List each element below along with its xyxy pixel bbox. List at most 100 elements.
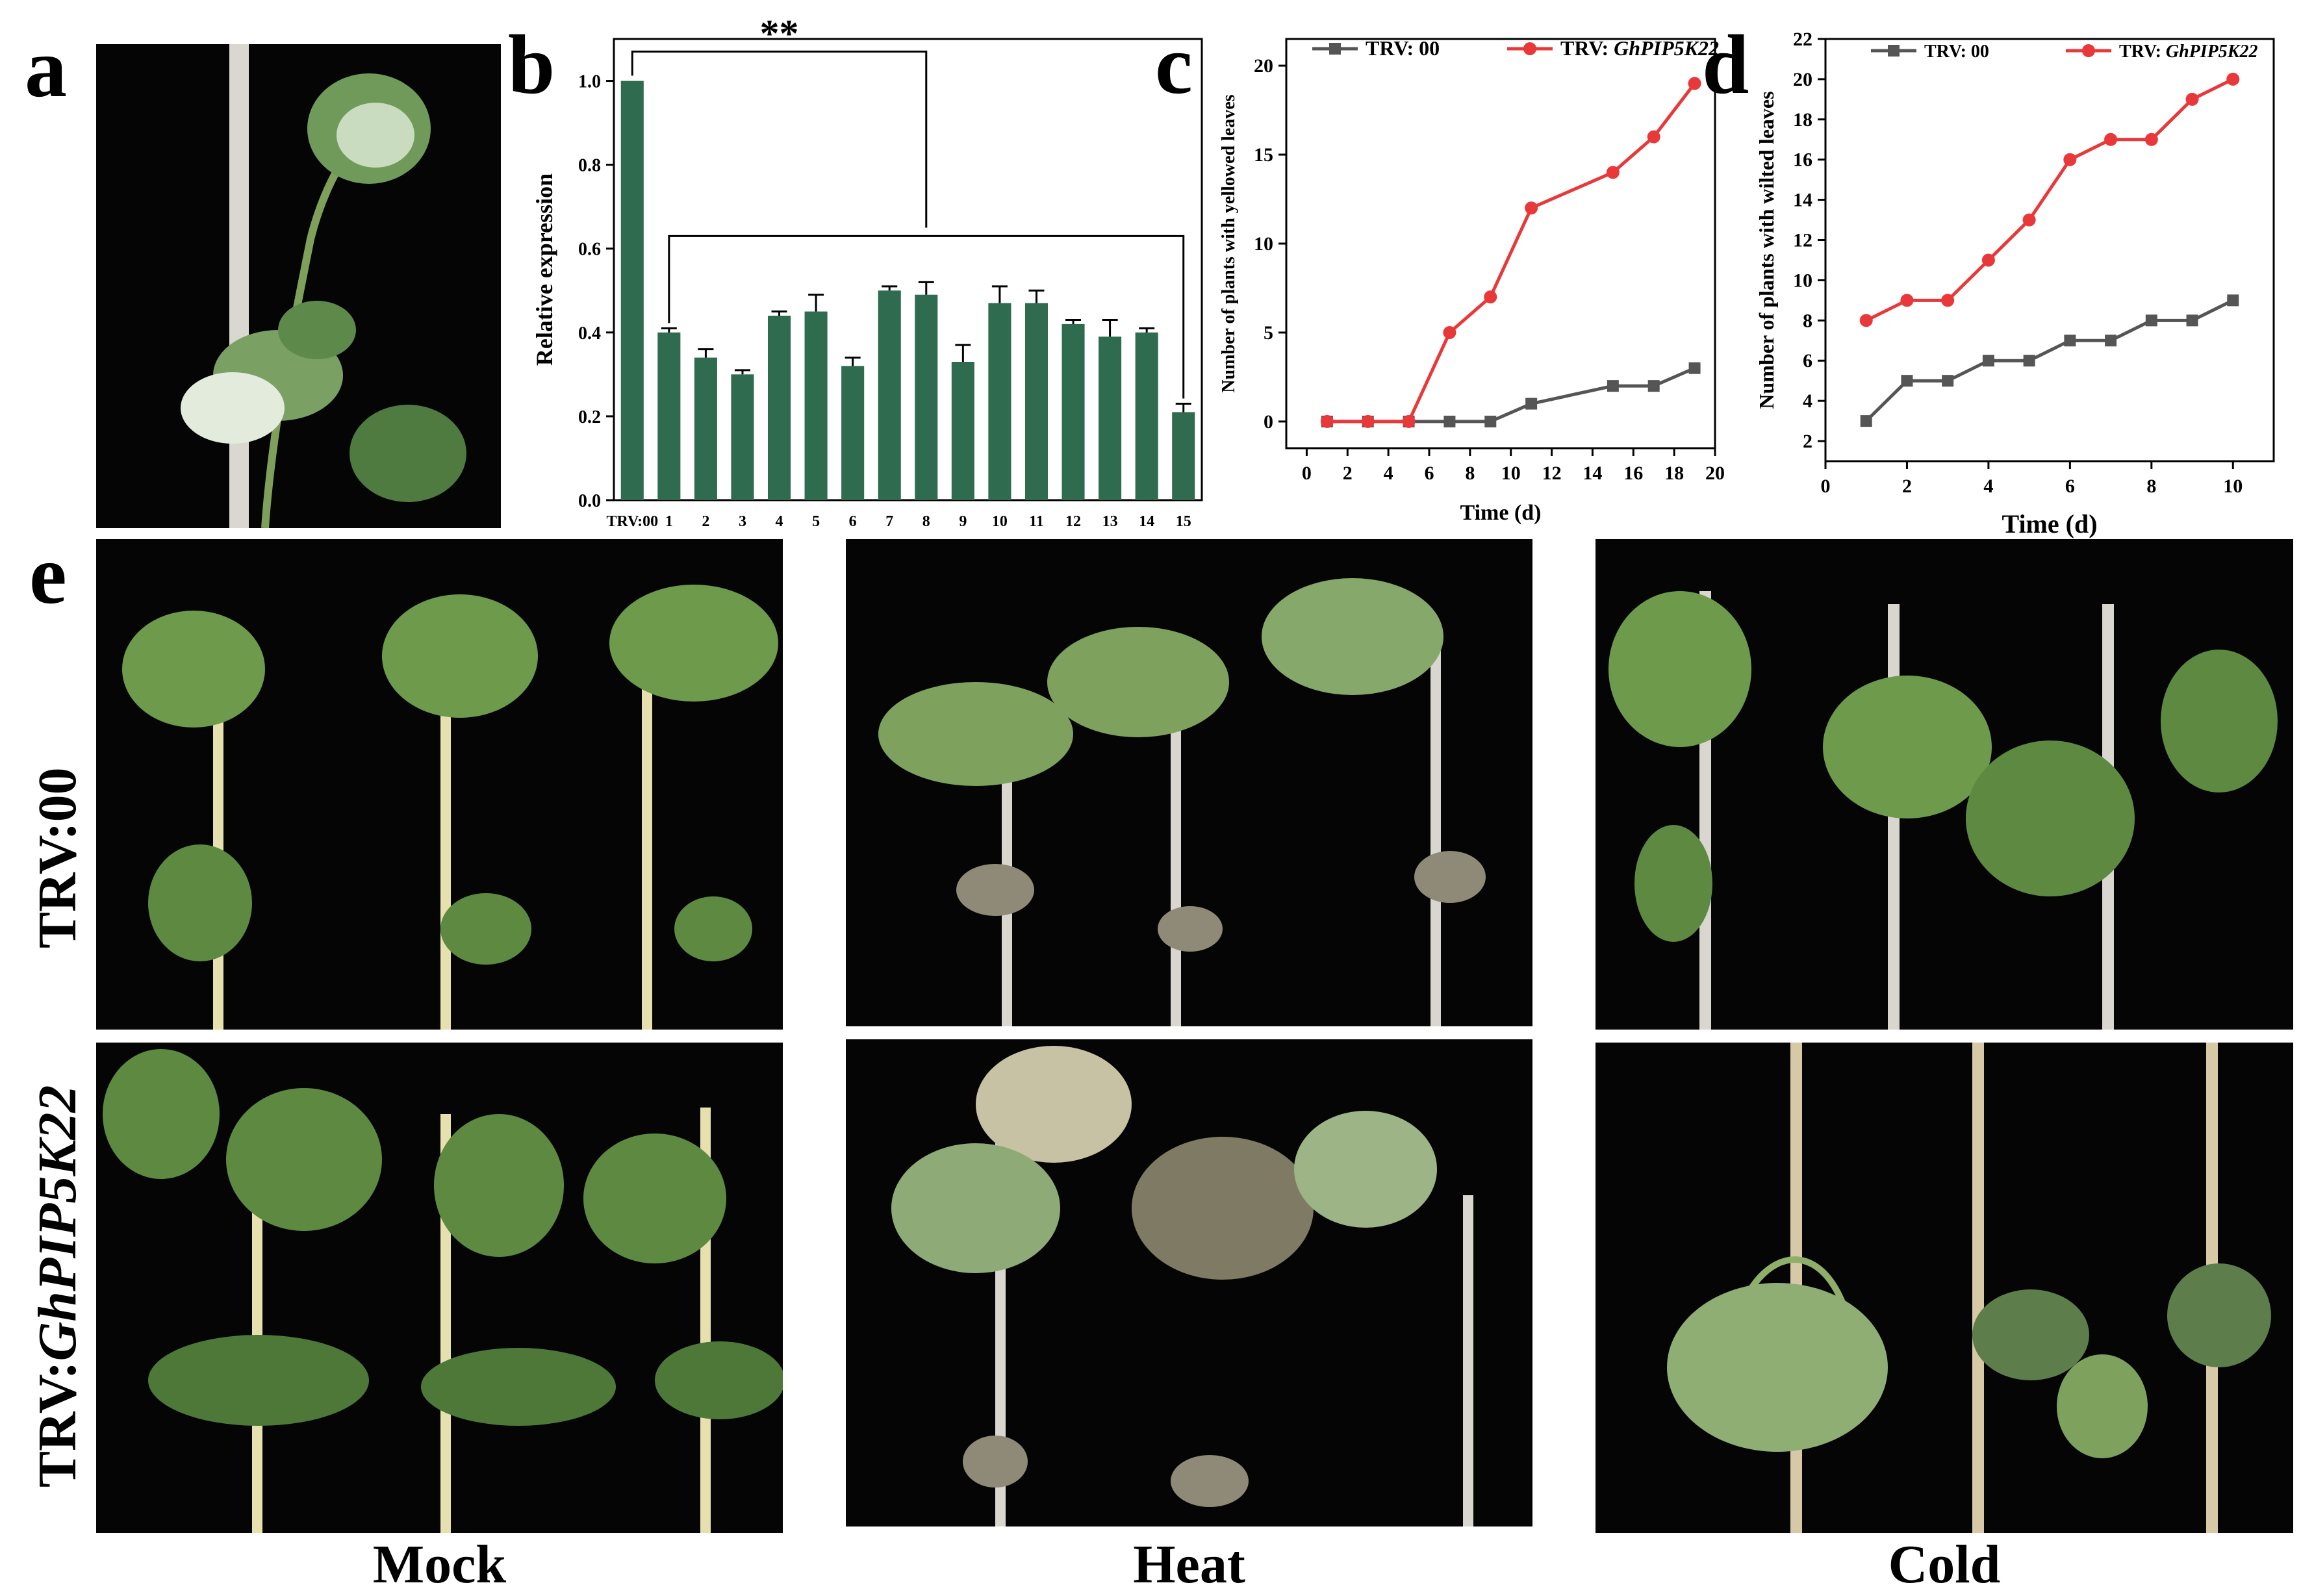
- x-tick-label: 9: [959, 513, 967, 530]
- bar: [1062, 323, 1085, 500]
- x-tick-label: 5: [812, 513, 820, 530]
- bar: [915, 294, 938, 500]
- y-tick-label: 12: [1793, 230, 1812, 251]
- bar: [841, 366, 865, 500]
- bar: [804, 311, 828, 500]
- data-point: [2022, 213, 2036, 227]
- column-label-mock: Mock: [372, 1534, 507, 1595]
- x-tick-label: 10: [992, 513, 1008, 530]
- x-tick-label: 7: [885, 513, 893, 530]
- data-point: [1402, 414, 1416, 428]
- chart-b-relative-expression: 0.0 0.2 0.4 0.6 0.8 1.0 Relative expression TRV…: [520, 12, 1221, 539]
- y-tick-label: 0.6: [578, 240, 601, 260]
- legend-label: TRV: GhPIP5K22: [1560, 36, 1719, 60]
- data-point: [1900, 294, 1914, 307]
- plant-illustration: [1595, 1043, 2293, 1533]
- column-label-cold: Cold: [1888, 1534, 2001, 1595]
- series-line: [1865, 77, 2234, 322]
- data-point: [1443, 415, 1456, 427]
- x-tick-label: 16: [1623, 462, 1643, 484]
- y-tick-label: 14: [1793, 190, 1812, 211]
- data-point: [2063, 153, 2077, 166]
- y-axis-label: Number of plants with wilted leaves: [1755, 91, 1778, 409]
- panel-label-a: a: [25, 21, 67, 115]
- x-tick-label: 2: [1343, 462, 1353, 484]
- photo-panel-a-silenced-plant: [96, 44, 501, 528]
- chart-c-yellowed-leaves: 0 2 4 6 8 10 12 14 16 18 20 0 5 10 15 20 Time (d) Number …: [1215, 19, 1728, 539]
- data-point: [2023, 355, 2035, 367]
- photo-trv00-heat: [846, 539, 1532, 1026]
- data-point: [2064, 335, 2076, 347]
- bar: [1099, 336, 1122, 500]
- y-tick-label: 0.4: [578, 323, 601, 344]
- legend-marker: [1523, 42, 1536, 55]
- panel-label-d: d: [1702, 18, 1749, 112]
- y-tick-label: 20: [1793, 69, 1812, 90]
- y-tick-label: 20: [1254, 55, 1273, 77]
- data-point: [2227, 294, 2239, 307]
- x-tick-label: 13: [1102, 513, 1118, 530]
- y-tick-label: 2: [1803, 431, 1812, 452]
- x-tick-label: 12: [1542, 462, 1562, 484]
- plant-illustration: [96, 539, 783, 1030]
- chart-d-wilted-leaves: 0 2 4 6 8 10 2 4 6 8 10 12 14 16 18 20 22 Time (d) Number …: [1754, 19, 2293, 539]
- data-point: [2144, 133, 2158, 146]
- data-point: [1860, 415, 1872, 427]
- plot-frame: [1824, 38, 2275, 462]
- significance-bracket-top: [631, 50, 928, 228]
- x-tick-label: 8: [922, 513, 930, 530]
- bar: [1135, 332, 1158, 500]
- data-point: [2226, 72, 2240, 86]
- x-tick-label: 3: [739, 513, 746, 530]
- y-tick-label: 5: [1264, 322, 1273, 344]
- line-chart-d-svg: 0 2 4 6 8 10 2 4 6 8 10 12 14 16 18 20 22 Time (d) Number …: [1755, 29, 2275, 538]
- y-tick-label: 10: [1254, 233, 1273, 255]
- y-tick-label: 22: [1793, 29, 1812, 50]
- x-tick-label: 18: [1664, 462, 1684, 484]
- y-tick-label: 0.2: [578, 407, 601, 427]
- y-tick-label: 16: [1793, 149, 1812, 171]
- x-tick-label: 2: [1902, 475, 1912, 497]
- photo-trv00-mock: [96, 539, 783, 1030]
- bar: [731, 374, 754, 500]
- plant-illustration: [96, 1043, 783, 1533]
- x-tick-label: 15: [1176, 513, 1191, 530]
- x-tick-label: 4: [1983, 475, 1993, 497]
- data-point: [1606, 166, 1620, 179]
- y-axis-label: Relative expression: [531, 173, 557, 366]
- legend-marker: [1888, 45, 1900, 57]
- bar: [694, 357, 717, 500]
- data-point: [1525, 398, 1538, 410]
- x-axis-label: Time (d): [2002, 509, 2097, 538]
- y-tick-label: 18: [1793, 109, 1812, 131]
- plant-illustration: [96, 44, 501, 528]
- series-line: [1327, 366, 1696, 424]
- bar: [1024, 303, 1049, 500]
- legend-label: TRV: GhPIP5K22: [2119, 42, 2257, 62]
- legend-label: TRV: 00: [1366, 36, 1440, 60]
- bar: [1172, 412, 1195, 500]
- x-tick-label: 14: [1583, 462, 1602, 484]
- panel-label-b: b: [508, 18, 555, 112]
- bar: [951, 362, 974, 500]
- row-label-trv-ghpip5k22: TRV:GhPIP5K22: [27, 1085, 88, 1488]
- data-point: [2186, 314, 2198, 327]
- y-axis-label: Number of plants with yellowed leaves: [1219, 94, 1239, 392]
- x-tick-label: 6: [2065, 475, 2075, 497]
- bar: [767, 316, 791, 500]
- x-tick-label: TRV:00: [606, 513, 658, 530]
- data-point: [1647, 380, 1660, 392]
- bar: [620, 81, 644, 500]
- x-tick-label: 4: [776, 513, 783, 530]
- data-point: [2104, 133, 2118, 146]
- x-tick-label: 8: [1465, 462, 1475, 484]
- photo-trv-ghpip5k22-cold: [1595, 1043, 2293, 1533]
- plant-illustration: [846, 1039, 1532, 1526]
- data-point: [1484, 290, 1497, 304]
- x-tick-label: 8: [2146, 475, 2156, 497]
- legend-marker: [2082, 44, 2095, 57]
- data-point: [1443, 325, 1456, 339]
- data-point: [1607, 380, 1619, 392]
- series-line: [1864, 299, 2234, 422]
- row-label-trv00: TRV:00: [27, 767, 88, 948]
